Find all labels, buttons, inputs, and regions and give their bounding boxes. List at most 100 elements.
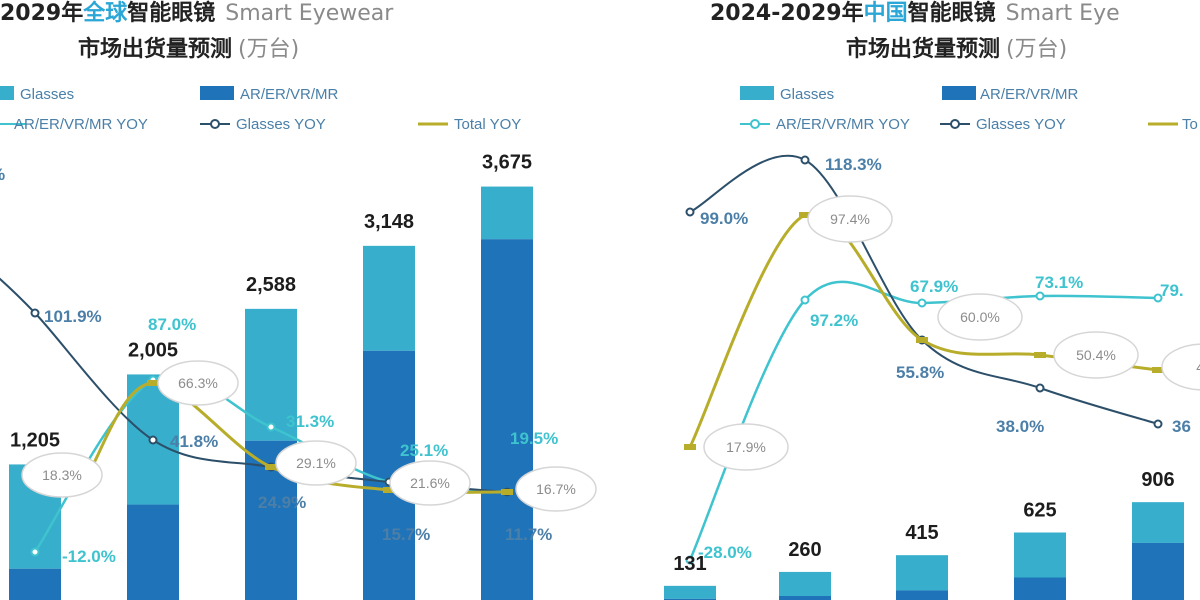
total-yoy-point [1034,352,1046,358]
legend-total-yoy: To [1182,116,1198,133]
legend-marker-ar-yoy [750,119,760,129]
ar-yoy-label: 19.5% [510,429,558,448]
glasses-yoy-label: 101.9% [44,307,102,326]
chart-title-line2: 市场出货量预测 (万台) [846,36,1067,62]
ar-yoy-point [1035,291,1045,301]
total-yoy-bubble [1161,343,1200,391]
ar-yoy-point [266,422,276,432]
legend-glasses: Glasses [780,86,834,103]
ar-yoy-label: 31.3% [286,412,334,431]
total-yoy-bubble [21,452,103,498]
glasses-yoy-label: 118.3% [825,155,882,174]
bar-ar [481,239,533,600]
glasses-yoy-point [1153,419,1163,429]
bar-total-label: 625 [1023,500,1056,522]
bar-glasses [664,585,716,599]
bar-total-label: 906 [1141,469,1174,491]
bar-glasses [896,555,948,591]
bar-ar [127,504,179,600]
chart-title-line2: 市场出货量预测 (万台) [78,36,299,62]
total-yoy-label: 29.1% [296,455,336,471]
glasses-yoy-point [800,155,810,165]
total-yoy-label: 21.6% [410,475,450,491]
total-yoy-point [1152,367,1164,373]
bars-layer [9,186,533,600]
bar-total-label: 415 [905,522,938,544]
total-yoy-bubble [157,360,239,406]
glasses-yoy-label: % [0,165,5,184]
chart-title: 2024-2029年中国智能眼镜 Smart Eye [710,0,1120,26]
total-yoy-label: 97.4% [830,211,870,227]
total-yoy-point [684,444,696,450]
glasses-yoy-label: 41.8% [170,432,218,451]
glasses-yoy-point [685,207,695,217]
ar-yoy-label: 73.1% [1035,273,1083,292]
ar-yoy-label: 87.0% [148,315,196,334]
title-line2: 市场出货量预测 [846,36,1000,62]
total-yoy-label: 60.0% [960,309,1000,325]
ar-yoy-label: 67.9% [910,277,958,296]
legend-ar: AR/ER/VR/MR [240,86,339,103]
total-yoy-point [799,212,811,218]
total-yoy-line [688,211,1159,448]
global-forecast-chart: 2029年全球智能眼镜 Smart Eyewear 市场出货量预测 (万台) Gla… [0,0,597,600]
glasses-yoy-label: 36 [1172,417,1191,436]
total-yoy-bubble [807,195,893,243]
bar-glasses [779,571,831,596]
global-chart-svg: 2029年全球智能眼镜 Smart Eyewear 市场出货量预测 (万台) Gla… [0,0,597,600]
bar-glasses [363,245,415,351]
legend-ar-yoy: AR/ER/VR/MR YOY [14,116,148,133]
glasses-yoy-point [30,308,40,318]
ar-yoy-line [688,280,1159,561]
legend-ar: AR/ER/VR/MR [980,86,1079,103]
total-yoy-bubble [703,423,789,471]
bar-total-label: 3,148 [364,211,414,233]
title-unit: (万台) [238,37,299,62]
total-yoy-point [501,489,513,495]
ar-yoy-label: -28.0% [698,543,752,562]
legend-glasses-yoy: Glasses YOY [976,116,1066,133]
glasses-yoy-point [148,435,158,445]
title-prefix: 2029年 [0,0,83,26]
bar-total-label: 131 [673,553,706,575]
total-yoy-bubble [389,460,471,506]
total-yoy-point [383,487,395,493]
legend-glasses: Glasses [20,86,74,103]
ar-yoy-point [1153,293,1163,303]
ar-yoy-point [917,298,927,308]
bar-total-label: 1,205 [10,429,60,451]
ar-yoy-label: 97.2% [810,311,858,330]
bar-total-label: 3,675 [482,152,532,174]
title-en: Smart Eye [1006,1,1120,26]
ar-yoy-point [685,555,695,565]
glasses-yoy-label: 15.7% [382,525,430,544]
ar-yoy-label: 25.1% [400,441,448,460]
bar-total-label: 2,588 [246,274,296,296]
total-yoy-bubble [1053,331,1139,379]
total-yoy-point [916,337,928,343]
legend-swatch-ar [200,86,234,100]
glasses-yoy-line [689,154,1159,425]
legend-total-yoy: Total YOY [454,116,521,133]
ar-yoy-label: 79. [1160,281,1184,300]
china-chart-svg: 2024-2029年中国智能眼镜 Smart Eye 市场出货量预测 (万台) Gl… [664,0,1200,600]
ar-yoy-point [30,547,40,557]
bar-glasses [481,186,533,240]
glasses-yoy-label: 24.9% [258,493,306,512]
chart-title: 2029年全球智能眼镜 Smart Eyewear [0,0,394,26]
title-prefix: 2024-2029年 [710,0,864,26]
ar-yoy-label: -12.0% [62,547,116,566]
total-yoy-label: 66.3% [178,375,218,391]
bar-ar [664,598,716,600]
total-yoy-point [147,380,159,386]
legend-glasses-yoy: Glasses YOY [236,116,326,133]
labels-layer: 1,205 2,005 2,588 3,148 3,675 -12.0% 87.0% 31.3… [0,152,597,566]
total-yoy-bubble [937,293,1023,341]
bar-ar [1132,542,1184,600]
glasses-yoy-point [1035,383,1045,393]
title-unit: (万台) [1006,37,1067,62]
legend-swatch-ar [942,86,976,100]
glasses-yoy-label: 38.0% [996,417,1044,436]
total-yoy-label: 45 [1196,359,1200,375]
title-mid: 智能眼镜 [127,0,215,26]
